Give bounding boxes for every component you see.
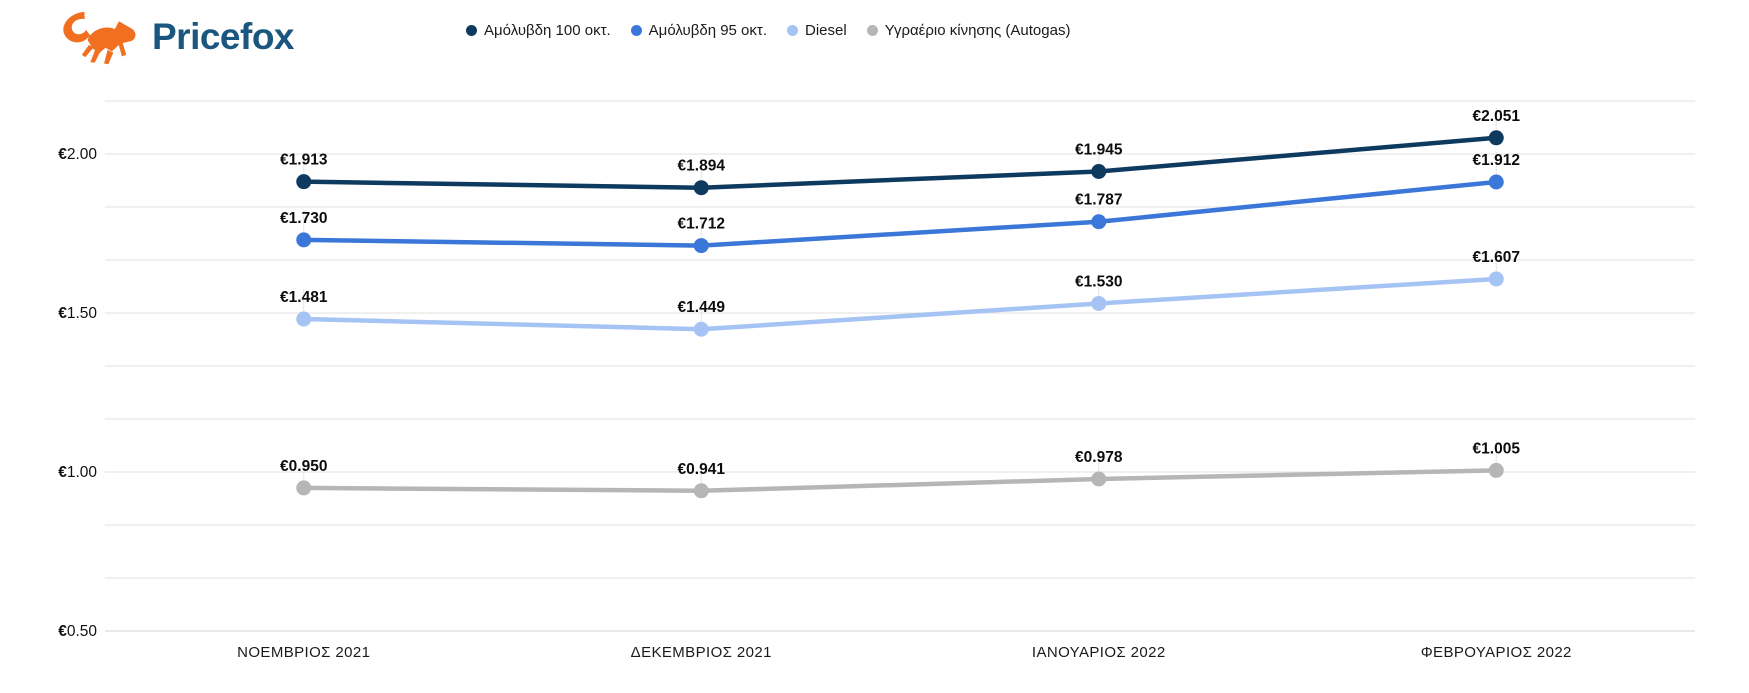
data-point-label: €1.912	[1473, 152, 1520, 169]
y-axis-label: €2.00	[58, 146, 97, 163]
data-point-label: €2.051	[1473, 108, 1521, 125]
data-point	[296, 232, 312, 248]
data-point	[693, 483, 709, 499]
data-point	[1091, 214, 1107, 230]
series-line	[301, 135, 1499, 190]
data-point-label: €1.449	[678, 299, 726, 316]
data-point	[693, 321, 709, 337]
series-line	[301, 276, 1499, 332]
legend-label: Αμόλυβδη 100 οκτ.	[484, 22, 611, 39]
data-point-label: €0.941	[678, 461, 726, 478]
data-point	[1488, 130, 1504, 146]
fox-icon	[56, 6, 142, 68]
legend-label: Αμόλυβδη 95 οκτ.	[648, 22, 767, 39]
legend-item-3: Υγραέριο κίνησης (Autogas)	[866, 22, 1071, 39]
data-point	[1091, 163, 1107, 179]
data-point-label: €1.945	[1075, 141, 1123, 158]
legend-label: Diesel	[805, 22, 847, 39]
x-axis-label: ΝΟΕΜΒΡΙΟΣ 2021	[237, 644, 370, 661]
data-point	[1488, 174, 1504, 190]
legend-item-1: Αμόλυβδη 95 οκτ.	[630, 22, 767, 39]
series-line	[301, 179, 1499, 248]
data-point	[693, 180, 709, 196]
data-point-label: €0.978	[1075, 449, 1123, 466]
data-point	[1091, 295, 1107, 311]
data-point	[693, 238, 709, 254]
y-axis-label: €1.00	[58, 464, 97, 481]
legend-item-2: Diesel	[787, 22, 847, 39]
legend-swatch-icon	[787, 25, 798, 36]
data-point	[1091, 471, 1107, 487]
x-axis-label: ΔΕΚΕΜΒΡΙΟΣ 2021	[631, 644, 772, 661]
brand-wordmark: Pricefox	[152, 16, 295, 57]
data-point-label: €1.913	[280, 152, 328, 169]
legend-item-0: Αμόλυβδη 100 οκτ.	[466, 22, 611, 39]
legend-swatch-icon	[466, 25, 477, 36]
y-axis-label: €0.50	[58, 623, 97, 640]
data-point-label: €1.712	[678, 216, 725, 233]
data-point	[1488, 462, 1504, 478]
data-point	[296, 174, 312, 190]
data-point	[296, 480, 312, 496]
data-point-label: €1.787	[1075, 192, 1122, 209]
data-point-label: €1.005	[1473, 440, 1521, 457]
data-point-label: €1.894	[678, 158, 726, 175]
x-axis-label: ΙΑΝΟΥΑΡΙΟΣ 2022	[1032, 644, 1166, 661]
pricefox-logo: Pricefox	[56, 6, 295, 68]
data-point	[296, 311, 312, 327]
x-axis-label: ΦΕΒΡΟΥΑΡΙΟΣ 2022	[1421, 644, 1572, 661]
data-point-label: €1.481	[280, 289, 328, 306]
chart-legend: Αμόλυβδη 100 οκτ. Αμόλυβδη 95 οκτ. Diesel Υ…	[466, 22, 1070, 39]
series-line	[301, 468, 1499, 494]
data-point-label: €0.950	[280, 458, 327, 475]
legend-swatch-icon	[630, 25, 642, 36]
y-axis-label: €1.50	[58, 305, 97, 322]
data-point	[1488, 271, 1504, 287]
legend-swatch-icon	[866, 25, 878, 36]
data-point-label: €1.530	[1075, 273, 1122, 290]
header: Pricefox Αμόλυβδη 100 οκτ. Αμόλυβδη 95 οκ…	[0, 0, 1749, 78]
data-point-label: €1.730	[280, 210, 327, 227]
data-point-label: €1.607	[1473, 249, 1520, 266]
legend-label: Υγραέριο κίνησης (Autogas)	[884, 22, 1071, 39]
